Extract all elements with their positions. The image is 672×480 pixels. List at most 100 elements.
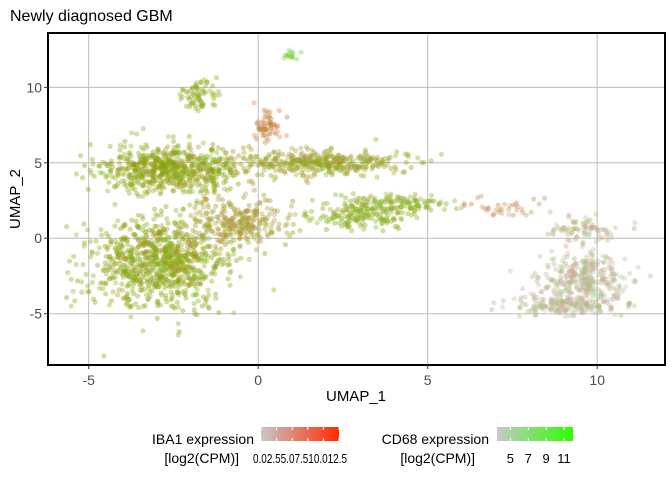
data-point [155, 284, 161, 290]
data-point [598, 308, 604, 314]
data-point [267, 125, 273, 131]
data-point [218, 232, 224, 238]
data-point [116, 155, 123, 161]
data-point [562, 305, 568, 311]
data-point [188, 94, 194, 100]
data-point [156, 278, 162, 284]
data-point [394, 210, 400, 216]
data-point [108, 241, 114, 247]
data-point [569, 269, 575, 275]
data-point [139, 250, 145, 256]
data-point [210, 160, 216, 166]
data-point [241, 194, 247, 200]
data-point [489, 307, 495, 313]
data-point [339, 155, 345, 161]
data-point [183, 252, 189, 259]
data-point [176, 329, 182, 335]
data-point [200, 91, 206, 97]
data-point [136, 170, 142, 177]
data-point [213, 165, 219, 171]
data-point [264, 108, 270, 114]
data-point [190, 239, 196, 245]
legend-cd68-subtitle: [log2(CPM)] [400, 450, 475, 466]
data-point [318, 162, 324, 168]
data-point [562, 299, 568, 305]
data-point [647, 273, 654, 279]
data-point [177, 225, 183, 231]
data-point [190, 258, 196, 264]
data-point [324, 200, 330, 206]
data-point [93, 238, 99, 244]
data-point [145, 249, 151, 255]
data-point [136, 154, 143, 160]
data-point [145, 296, 151, 302]
data-point [292, 158, 299, 164]
data-point [121, 237, 127, 243]
data-point [248, 153, 254, 159]
data-point [182, 149, 188, 155]
data-point [159, 276, 165, 282]
data-point [175, 266, 181, 272]
data-point [219, 222, 225, 228]
data-point [190, 169, 196, 175]
data-point [583, 264, 589, 270]
data-point [593, 292, 599, 298]
data-point [107, 263, 113, 269]
data-point [152, 170, 158, 176]
data-point [161, 258, 167, 264]
data-point [139, 213, 145, 219]
data-point [99, 280, 105, 286]
data-point [438, 199, 444, 205]
data-point [123, 235, 129, 241]
data-point [369, 201, 375, 207]
data-point [382, 209, 389, 215]
data-point [559, 300, 566, 306]
data-point [246, 226, 252, 232]
data-point [602, 266, 608, 272]
data-point [588, 252, 595, 258]
data-point [333, 159, 339, 165]
data-point [168, 253, 174, 259]
data-point [582, 280, 588, 286]
data-point [201, 77, 207, 83]
data-point [150, 174, 157, 180]
data-point [230, 237, 237, 243]
data-point [209, 175, 215, 181]
data-point [112, 261, 118, 267]
data-point [129, 258, 136, 264]
data-point [122, 268, 128, 274]
data-point [248, 215, 254, 221]
data-point [126, 274, 132, 280]
data-point [344, 156, 350, 162]
data-point [237, 230, 243, 237]
data-point [152, 174, 158, 180]
data-point [313, 159, 319, 165]
data-point [165, 255, 171, 261]
data-point [616, 286, 623, 292]
data-point [269, 158, 275, 164]
data-point [114, 167, 120, 173]
data-point [288, 160, 294, 166]
data-point [545, 262, 551, 268]
data-point [200, 174, 206, 180]
data-point [351, 197, 357, 203]
data-point [123, 264, 130, 270]
data-point [210, 166, 216, 172]
data-point [209, 215, 215, 221]
data-point [574, 226, 580, 232]
data-point [209, 148, 215, 154]
data-point [131, 267, 137, 273]
data-point [118, 264, 124, 270]
data-point [611, 285, 617, 291]
data-point [94, 250, 100, 256]
data-point [261, 119, 267, 125]
data-point [286, 151, 292, 157]
data-point [100, 267, 106, 273]
data-point [583, 289, 590, 295]
data-point [560, 264, 566, 270]
data-point [312, 172, 318, 178]
data-point [197, 189, 203, 195]
data-point [172, 149, 178, 156]
data-point [335, 164, 341, 170]
data-point [192, 267, 198, 273]
